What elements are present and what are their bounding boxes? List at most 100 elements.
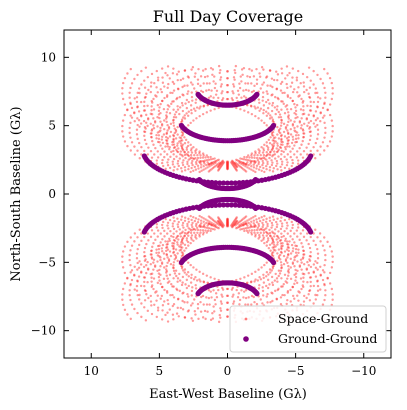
- space-ground-point: [243, 216, 246, 219]
- space-ground-point: [121, 266, 125, 269]
- space-ground-point: [244, 88, 248, 92]
- space-ground-point: [152, 117, 155, 120]
- space-ground-point: [323, 298, 326, 302]
- space-ground-point: [302, 81, 305, 84]
- space-ground-point: [279, 296, 283, 299]
- space-ground-point: [319, 97, 322, 100]
- space-ground-point: [184, 228, 187, 232]
- space-ground-point: [285, 65, 289, 68]
- space-ground-point: [266, 278, 270, 282]
- space-ground-point: [265, 227, 268, 230]
- space-ground-point: [271, 254, 275, 258]
- space-ground-point: [232, 92, 235, 95]
- space-ground-point: [323, 86, 326, 90]
- space-ground-point: [232, 161, 235, 164]
- space-ground-point: [213, 165, 216, 169]
- space-ground-point: [275, 298, 279, 301]
- space-ground-point: [173, 113, 177, 116]
- space-ground-point: [321, 269, 325, 272]
- space-ground-point: [328, 282, 332, 285]
- space-ground-point: [189, 157, 192, 160]
- space-ground-point: [212, 161, 215, 164]
- space-ground-point: [258, 75, 262, 78]
- space-ground-point: [262, 156, 265, 159]
- space-ground-point: [249, 160, 253, 164]
- space-ground-point: [170, 282, 173, 286]
- space-ground-point: [258, 235, 261, 239]
- space-ground-point: [178, 106, 182, 109]
- space-ground-point: [312, 69, 315, 73]
- space-ground-point: [271, 281, 274, 284]
- space-ground-point: [150, 105, 153, 108]
- space-ground-point: [180, 170, 184, 173]
- space-ground-point: [287, 135, 290, 139]
- space-ground-point: [172, 232, 175, 235]
- space-ground-point: [210, 224, 213, 227]
- space-ground-point: [308, 127, 311, 130]
- space-ground-point: [240, 166, 244, 170]
- space-ground-point: [270, 242, 274, 245]
- space-ground-point: [187, 158, 190, 161]
- space-ground-point: [172, 169, 175, 172]
- space-ground-point: [185, 273, 188, 276]
- space-ground-point: [202, 154, 205, 157]
- space-ground-point: [191, 157, 195, 160]
- space-ground-point: [190, 91, 193, 94]
- space-ground-point: [330, 303, 333, 307]
- space-ground-point: [226, 160, 230, 163]
- space-ground-point: [294, 275, 298, 279]
- space-ground-point: [121, 97, 125, 101]
- space-ground-point: [176, 87, 180, 90]
- space-ground-point: [175, 230, 178, 233]
- ground-ground-point: [224, 202, 231, 208]
- space-ground-point: [195, 162, 198, 166]
- space-ground-point: [287, 268, 290, 271]
- space-ground-point: [275, 220, 278, 224]
- space-ground-point: [323, 102, 326, 106]
- space-ground-point: [324, 294, 327, 297]
- space-ground-point: [259, 153, 262, 157]
- space-ground-point: [136, 149, 139, 152]
- space-ground-point: [231, 225, 234, 228]
- space-ground-point: [177, 315, 180, 318]
- space-ground-point: [172, 82, 176, 86]
- space-ground-point: [272, 248, 276, 251]
- space-ground-point: [291, 138, 295, 141]
- space-ground-point: [202, 105, 205, 108]
- space-ground-point: [194, 160, 198, 164]
- space-ground-point: [190, 234, 194, 237]
- space-ground-point: [130, 244, 134, 247]
- space-ground-point: [243, 276, 246, 279]
- space-ground-point: [129, 282, 132, 286]
- space-ground-point: [166, 153, 169, 156]
- space-ground-point: [296, 260, 299, 263]
- space-ground-point: [330, 81, 333, 85]
- legend-label-ground-ground: Ground-Ground: [278, 331, 377, 346]
- space-ground-point: [149, 300, 153, 303]
- space-ground-point: [180, 167, 183, 170]
- space-ground-point: [286, 253, 290, 257]
- space-ground-point: [153, 153, 156, 156]
- space-ground-point: [262, 229, 265, 232]
- space-ground-point: [133, 307, 136, 311]
- space-ground-point: [174, 128, 178, 132]
- space-ground-point: [156, 235, 159, 238]
- space-ground-point: [287, 252, 290, 256]
- space-ground-point: [191, 159, 194, 163]
- space-ground-point: [288, 145, 291, 148]
- space-ground-point: [232, 164, 235, 167]
- space-ground-point: [190, 147, 193, 150]
- space-ground-point: [307, 66, 311, 69]
- space-ground-point: [314, 266, 318, 269]
- space-ground-point: [280, 285, 283, 288]
- space-ground-point: [202, 303, 205, 306]
- space-ground-point: [258, 228, 261, 231]
- space-ground-point: [277, 237, 280, 240]
- space-ground-point: [284, 125, 288, 129]
- space-ground-point: [261, 225, 264, 229]
- space-ground-point: [183, 219, 187, 222]
- space-ground-point: [279, 261, 283, 264]
- space-ground-point: [165, 269, 169, 273]
- y-axis-label: North-South Baseline (Gλ): [9, 106, 24, 281]
- space-ground-point: [129, 249, 132, 252]
